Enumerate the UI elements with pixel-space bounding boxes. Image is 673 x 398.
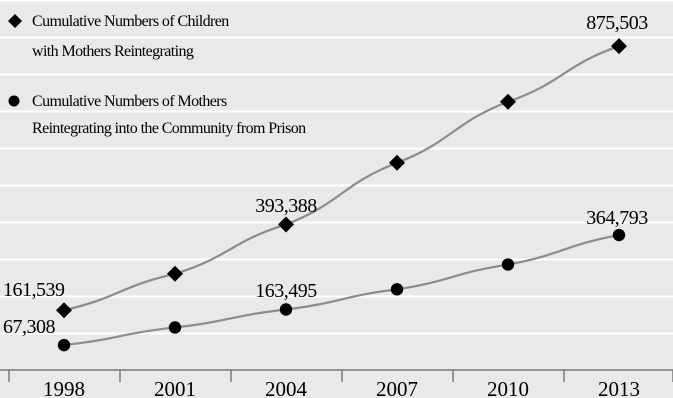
series-markers xyxy=(56,38,627,352)
circle-marker xyxy=(57,338,71,352)
diamond-marker xyxy=(611,38,627,55)
diamond-marker xyxy=(500,93,516,110)
diamond-marker xyxy=(389,154,405,171)
circle-marker xyxy=(279,303,293,316)
x-axis xyxy=(0,369,673,382)
series-line-1 xyxy=(63,45,620,312)
legend-label: Reintegrating into the Community from Pr… xyxy=(32,120,306,137)
circle-marker xyxy=(390,283,404,296)
data-label: 67,308 xyxy=(3,316,56,338)
diamond-marker xyxy=(56,302,72,319)
series-line-2 xyxy=(63,233,620,347)
legend-circle-icon xyxy=(8,95,20,107)
x-tick-label: 2010 xyxy=(487,377,529,398)
x-tick-labels: 1998 2001 2004 2007 2010 2013 xyxy=(43,377,640,398)
data-label: 393,388 xyxy=(255,195,317,217)
legend: Cumulative Numbers of Children with Mothe… xyxy=(8,13,307,137)
x-tick-label: 2001 xyxy=(154,377,196,398)
circle-marker xyxy=(501,258,515,271)
diamond-marker xyxy=(278,216,294,233)
x-tick-label: 2007 xyxy=(376,377,418,398)
legend-diamond-icon xyxy=(8,14,22,28)
data-labels: 161,539 393,388 875,503 67,308 163,495 364,79… xyxy=(3,12,649,338)
circle-marker xyxy=(612,228,626,242)
x-tick-label: 2013 xyxy=(598,377,640,398)
legend-label: Cumulative Numbers of Mothers xyxy=(32,93,227,110)
grid-lines xyxy=(0,0,673,335)
x-tick-label: 2004 xyxy=(265,377,308,398)
legend-label: Cumulative Numbers of Children xyxy=(32,13,229,30)
data-label: 875,503 xyxy=(586,12,648,34)
x-tick-label: 1998 xyxy=(43,377,85,398)
diamond-marker xyxy=(167,265,183,282)
data-label: 364,793 xyxy=(586,207,648,229)
legend-label: with Mothers Reintegrating xyxy=(32,43,194,60)
data-label: 163,495 xyxy=(255,280,317,302)
series-lines xyxy=(63,45,620,347)
data-label: 161,539 xyxy=(3,279,65,301)
circle-marker xyxy=(168,321,182,334)
